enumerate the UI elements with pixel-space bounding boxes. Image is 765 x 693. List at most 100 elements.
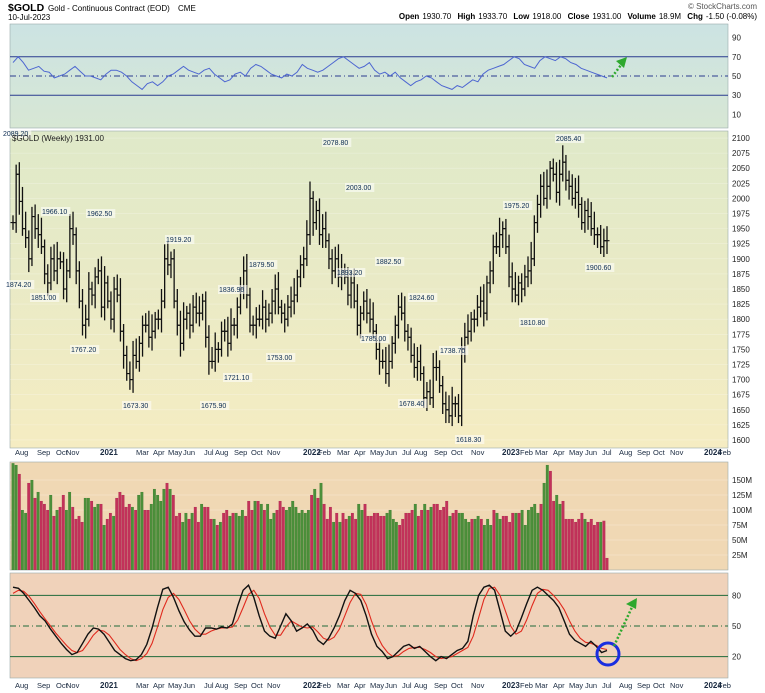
volume-bar — [90, 500, 94, 571]
volume-bar — [322, 503, 326, 571]
volume-bar — [174, 515, 178, 571]
price-level-label: 1753.00 — [267, 355, 292, 362]
volume-bar — [520, 509, 524, 571]
volume-bar — [33, 497, 37, 571]
price-level-label: 1767.20 — [71, 347, 96, 354]
volume-tick-label: 50M — [732, 536, 748, 545]
x-month-label: Oct — [56, 448, 69, 457]
x-month-label: Nov — [66, 681, 80, 690]
x-month-label: Sep — [37, 681, 50, 690]
volume-bar — [39, 500, 43, 571]
x-year-label: 2021 — [100, 448, 118, 457]
x-month-label: Oct — [56, 681, 69, 690]
volume-bar — [341, 512, 345, 571]
volume-bar — [335, 512, 339, 571]
volume-bar — [432, 503, 436, 571]
x-month-label: Jun — [585, 681, 597, 690]
price-label-bg — [41, 207, 71, 216]
price-label-bg — [345, 183, 375, 192]
price-level-label: 1900.60 — [586, 265, 611, 272]
volume-bar — [369, 515, 373, 571]
price-layer: 2100 2075 2050 2025 2000 1975 1950 1925 1900 1875… — [2, 129, 750, 445]
volume-bar — [533, 503, 537, 571]
price-level-label: 1824.60 — [409, 295, 434, 302]
volume-bar — [354, 518, 358, 571]
price-tick-label: 1600 — [732, 436, 750, 445]
volume-bar — [71, 506, 75, 571]
price-tick-label: 1975 — [732, 210, 750, 219]
volume-bar — [121, 494, 125, 571]
volume-tick-label: 150M — [732, 476, 752, 485]
volume-bar — [102, 524, 106, 571]
price-label-bg — [223, 373, 253, 382]
price-label-bg — [555, 134, 585, 143]
volume-bar — [218, 521, 222, 571]
volume-bar — [394, 521, 398, 571]
price-label-bg — [375, 257, 405, 266]
volume-bar — [237, 515, 241, 571]
price-tick-label: 1925 — [732, 240, 750, 249]
price-level-label: 1678.40 — [399, 401, 424, 408]
oversold-circle — [595, 641, 621, 667]
price-level-label: 2003.00 — [346, 185, 371, 192]
volume-bar — [583, 518, 587, 571]
volume-bar — [46, 509, 50, 571]
close-label: Close — [568, 12, 590, 21]
volume-bar — [398, 524, 402, 571]
volume-bar — [328, 506, 332, 571]
volume-bar — [564, 518, 568, 571]
x-month-label: Sep — [434, 681, 447, 690]
volume-bar — [215, 524, 219, 571]
volume-bar — [178, 512, 182, 571]
price-label-bg — [30, 293, 60, 302]
x-month-label: Mar — [136, 448, 149, 457]
volume-bar — [181, 521, 185, 571]
volume-bar — [250, 509, 254, 571]
x-month-label: Oct — [653, 681, 666, 690]
volume-bar — [11, 463, 15, 571]
price-label-bg — [218, 285, 248, 294]
volume-bar — [539, 503, 543, 571]
x-year-label: 2023 — [502, 681, 520, 690]
volume-bar — [360, 509, 364, 571]
instrument-name: Gold - Continuous Contract (EOD) — [48, 4, 170, 13]
volume-bar — [156, 494, 160, 571]
volume-bar — [570, 518, 574, 571]
chg-label: Chg — [687, 12, 703, 21]
volume-bar — [193, 506, 197, 571]
volume-bar — [134, 509, 138, 571]
volume-bar — [416, 515, 420, 571]
price-level-label: 1879.50 — [249, 262, 274, 269]
price-label-bg — [519, 318, 549, 327]
price-label-bg — [266, 353, 296, 362]
volume-bar — [108, 512, 112, 571]
volume-bar — [165, 482, 169, 571]
x-month-label: Oct — [653, 448, 666, 457]
stochastic-up-arrow — [612, 604, 635, 647]
x-year-label: 2022 — [303, 448, 321, 457]
volume-bar — [127, 503, 131, 571]
x-month-label: Apr — [553, 681, 565, 690]
price-label-bg — [248, 260, 278, 269]
price-label-bg — [165, 235, 195, 244]
volume-bar — [64, 509, 68, 571]
volume-bar — [14, 464, 18, 571]
x-year-label: 2024 — [704, 681, 722, 690]
volume-bar — [269, 518, 273, 571]
x-month-label: Aug — [15, 448, 28, 457]
price-tick-label: 1875 — [732, 270, 750, 279]
price-tick-label: 1625 — [732, 421, 750, 430]
volume-bar — [558, 503, 562, 571]
x-month-label: Apr — [354, 681, 366, 690]
volume-bar — [435, 503, 439, 571]
price-tick-label: 2025 — [732, 179, 750, 188]
volume-bar — [80, 521, 84, 571]
rsi-tick-label: 30 — [732, 91, 741, 100]
volume-bar — [363, 503, 367, 571]
x-month-label: Jun — [585, 448, 597, 457]
x-month-label: Feb — [718, 681, 731, 690]
price-label-bg — [122, 401, 152, 410]
volume-bar — [190, 512, 194, 571]
volume-bar — [30, 479, 34, 571]
volume-bar — [385, 512, 389, 571]
